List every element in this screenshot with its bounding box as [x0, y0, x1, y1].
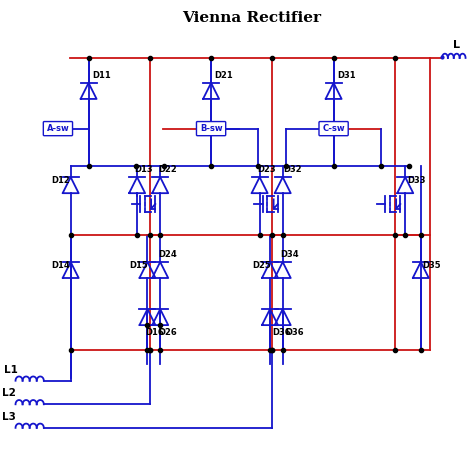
Text: D21: D21 [214, 71, 233, 80]
Text: D12: D12 [51, 176, 70, 185]
Text: Vienna Rectifier: Vienna Rectifier [182, 11, 320, 25]
Text: L2: L2 [2, 388, 16, 398]
Text: D32: D32 [283, 165, 302, 174]
Text: L1: L1 [4, 365, 18, 375]
Text: D36: D36 [285, 328, 304, 337]
Text: L3: L3 [2, 412, 16, 422]
Text: D24: D24 [158, 250, 177, 259]
FancyBboxPatch shape [319, 121, 348, 136]
Text: D26: D26 [158, 328, 177, 337]
Text: D34: D34 [280, 250, 299, 259]
Text: D16: D16 [145, 328, 164, 337]
Text: D31: D31 [337, 71, 356, 80]
Text: D11: D11 [92, 71, 110, 80]
Text: D25: D25 [252, 261, 271, 270]
Text: D36: D36 [273, 328, 291, 337]
Text: D23: D23 [257, 165, 276, 174]
Text: D15: D15 [129, 261, 148, 270]
Text: L: L [453, 39, 460, 50]
Text: D22: D22 [158, 165, 177, 174]
Text: D13: D13 [135, 165, 154, 174]
Text: C-sw: C-sw [322, 124, 345, 133]
Text: A-sw: A-sw [46, 124, 69, 133]
FancyBboxPatch shape [43, 121, 73, 136]
Text: D35: D35 [422, 261, 441, 270]
Text: D33: D33 [408, 176, 426, 185]
Text: B-sw: B-sw [200, 124, 222, 133]
Text: D14: D14 [51, 261, 70, 270]
FancyBboxPatch shape [197, 121, 226, 136]
